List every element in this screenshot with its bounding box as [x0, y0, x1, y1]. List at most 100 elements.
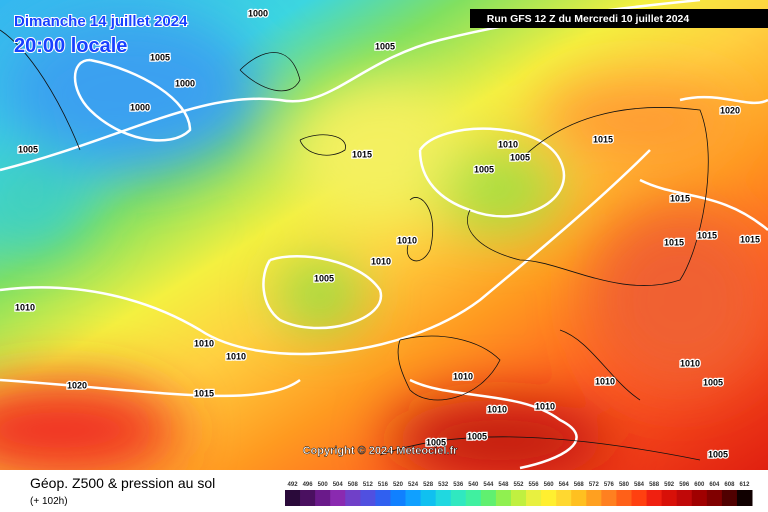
- isobar-label: 1010: [371, 256, 391, 266]
- scale-label: 584: [634, 482, 645, 488]
- isobar-label: 1005: [426, 437, 446, 447]
- scale-label: 592: [664, 482, 675, 488]
- scale-label: 596: [679, 482, 690, 488]
- isobar-label: 1015: [740, 234, 760, 244]
- isobar-label: 1005: [467, 431, 487, 441]
- isobar-label: 1015: [194, 388, 214, 398]
- scale-swatch: [541, 490, 557, 506]
- scale-swatch: [631, 490, 648, 506]
- scale-swatch: [586, 490, 602, 506]
- scale-swatch: [420, 490, 437, 506]
- isobar-label: 1005: [314, 273, 334, 283]
- scale-swatch: [721, 490, 738, 506]
- isobar-label: 1020: [67, 380, 87, 390]
- isobar-label: 1015: [697, 230, 717, 240]
- scale-label: 548: [498, 482, 509, 488]
- scale-label: 496: [303, 482, 314, 488]
- scale-label: 536: [453, 482, 464, 488]
- scale-label: 568: [574, 482, 585, 488]
- scale-swatch: [450, 490, 467, 506]
- scale-swatch: [646, 490, 663, 506]
- scale-label: 516: [378, 482, 389, 488]
- legend-title: Géop. Z500 & pression au sol: [30, 475, 215, 491]
- scale-label: 612: [739, 482, 750, 488]
- scale-label: 528: [423, 482, 434, 488]
- scale-label: 600: [694, 482, 705, 488]
- date-label: Dimanche 14 juillet 2024: [14, 13, 188, 30]
- isobar-label: 1010: [226, 351, 246, 361]
- isobar-label: 1005: [375, 41, 395, 51]
- scale-swatch: [676, 490, 693, 506]
- scale-label: 544: [483, 482, 494, 488]
- isobar-label: 1010: [595, 376, 615, 386]
- isobar-label: 1010: [397, 235, 417, 245]
- isobar-label: 1005: [18, 144, 38, 154]
- isobar-label: 1015: [670, 193, 690, 203]
- lead-time: (+ 102h): [30, 496, 68, 507]
- scale-label: 504: [333, 482, 344, 488]
- isobar-label: 1000: [130, 102, 150, 112]
- scale-label: 556: [529, 482, 540, 488]
- scale-swatch: [526, 490, 542, 506]
- scale-label: 512: [363, 482, 374, 488]
- scale-swatch: [465, 490, 482, 506]
- scale-label: 524: [408, 482, 419, 488]
- scale-swatch: [360, 490, 376, 506]
- isobar-label: 1010: [194, 338, 214, 348]
- scale-swatch: [571, 490, 587, 506]
- scale-swatch: [435, 490, 452, 506]
- isobar-label: 1005: [510, 152, 530, 162]
- isobar-label: 1005: [708, 449, 728, 459]
- scale-swatch: [285, 490, 301, 506]
- scale-swatch: [315, 490, 331, 506]
- map: 1000100510001000100510051015101010051005…: [0, 0, 768, 480]
- scale-swatch: [375, 490, 391, 506]
- scale-label: 572: [589, 482, 600, 488]
- legend-panel: Géop. Z500 & pression au sol (+ 102h) 49…: [0, 470, 768, 512]
- scale-label: 588: [649, 482, 660, 488]
- scale-swatch: [616, 490, 632, 506]
- scale-swatch: [510, 490, 527, 506]
- isobar-label: 1015: [352, 149, 372, 159]
- scale-label: 540: [468, 482, 479, 488]
- scale-label: 564: [559, 482, 570, 488]
- isobar-label: 1015: [593, 134, 613, 144]
- isobar-label: 1010: [680, 358, 700, 368]
- scale-label: 580: [619, 482, 630, 488]
- coastlines: [0, 29, 709, 461]
- isobar-label: 1000: [248, 8, 268, 18]
- copyright: Copyright © 2024 Meteociel.fr: [303, 445, 459, 457]
- isobar-label: 1000: [175, 78, 195, 88]
- isobar-label: 1005: [703, 377, 723, 387]
- scale-swatch: [601, 490, 617, 506]
- scale-label: 492: [288, 482, 299, 488]
- isobar-label: 1010: [498, 139, 518, 149]
- scale-label: 608: [724, 482, 735, 488]
- scale-swatch: [706, 490, 723, 506]
- scale-label: 576: [604, 482, 615, 488]
- scale-label: 532: [438, 482, 449, 488]
- scale-swatch: [345, 490, 361, 506]
- isobar-label: 1015: [664, 237, 684, 247]
- scale-label: 552: [513, 482, 524, 488]
- scale-label: 604: [709, 482, 720, 488]
- time-label: 20:00 locale: [14, 35, 127, 57]
- isobar-label: 1020: [720, 105, 740, 115]
- scale-swatch: [736, 490, 753, 506]
- scale-swatch: [390, 490, 407, 506]
- isobar-label: 1005: [150, 52, 170, 62]
- scale-label: 560: [544, 482, 555, 488]
- isobar-labels: 1000100510001000100510051015101010051005…: [14, 7, 762, 461]
- scale-label: 500: [318, 482, 329, 488]
- scale-swatch: [300, 490, 316, 506]
- isobar-label: 1010: [535, 401, 555, 411]
- isobar-label: 1010: [487, 404, 507, 414]
- scale-swatch: [480, 490, 497, 506]
- scale-swatch: [661, 490, 678, 506]
- scale-swatch: [556, 490, 572, 506]
- scale-swatch: [691, 490, 708, 506]
- run-box: [470, 9, 768, 28]
- scale-label: 520: [393, 482, 404, 488]
- scale-swatch: [330, 490, 346, 506]
